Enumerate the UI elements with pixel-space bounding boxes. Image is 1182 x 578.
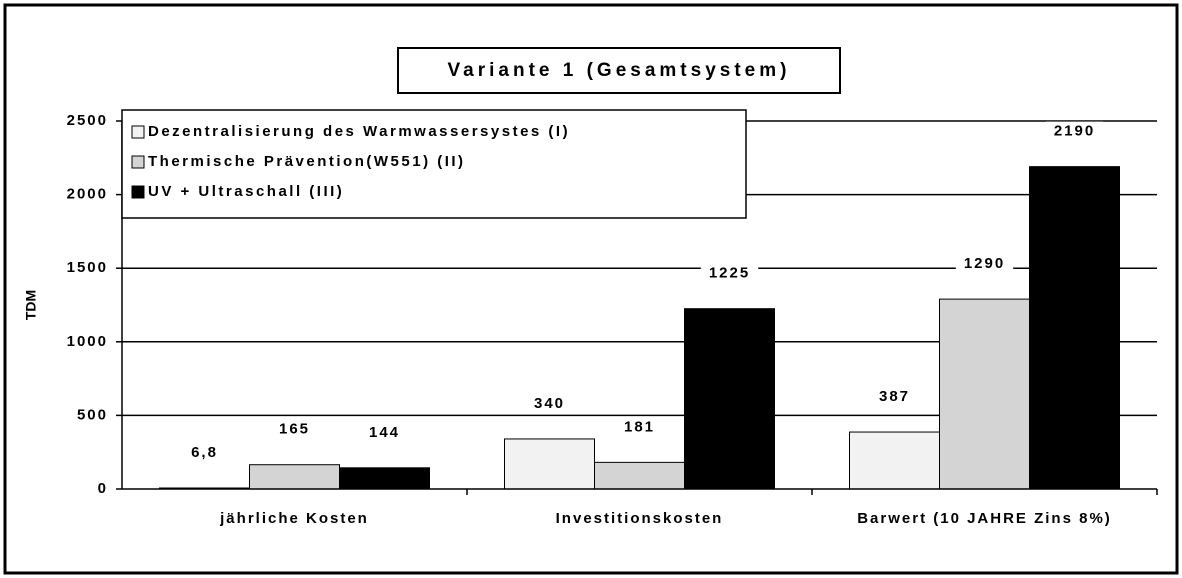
y-tick-label: 2000 — [67, 186, 108, 203]
legend-swatch — [131, 185, 145, 199]
y-tick-label: 500 — [77, 406, 108, 423]
value-label-bg — [700, 263, 759, 284]
bar — [684, 308, 775, 490]
value-label: 6,8 — [191, 444, 218, 461]
bar — [249, 464, 340, 490]
legend-swatch — [131, 155, 145, 169]
x-tick-label: Investitionskosten — [555, 510, 724, 527]
frame — [3, 3, 1179, 575]
y-tick-label: 1500 — [67, 259, 108, 276]
y-tick-label: 0 — [98, 480, 108, 497]
value-label: 165 — [279, 421, 310, 438]
value-label: 340 — [534, 395, 565, 412]
legend-label: UV + Ultraschall (III) — [148, 183, 344, 200]
y-tick-label: 1000 — [67, 333, 108, 350]
labels: 6,8 165 144 340 181 1225 387 1290 2190 — [183, 121, 1104, 463]
value-label: 1290 — [964, 255, 1005, 272]
x-tick-label: Barwert (10 JAHRE Zins 8%) — [857, 510, 1112, 527]
bar — [1029, 166, 1120, 490]
bar — [849, 431, 940, 490]
legend-label: Thermische Prävention(W551) (II) — [148, 153, 466, 170]
value-label-bg — [955, 254, 1014, 275]
value-label: 181 — [624, 418, 655, 435]
value-label-bg — [870, 387, 919, 408]
title-box — [397, 47, 841, 94]
value-label-bg — [615, 417, 664, 438]
value-label-bg — [360, 422, 409, 443]
legend-box — [121, 109, 747, 219]
bar — [504, 438, 595, 490]
y-axis-label: TDM — [23, 290, 39, 320]
bar — [939, 298, 1030, 490]
value-label-bg — [270, 419, 319, 440]
value-label-bg — [1045, 121, 1104, 142]
value-label-bg — [525, 393, 574, 414]
value-label: 387 — [879, 388, 910, 405]
chart-title: Variante 1 (Gesamtsystem) — [448, 60, 791, 81]
y-tick-label: 2500 — [67, 112, 108, 129]
legend: Dezentralisierung des Warmwassersystes (… — [121, 109, 747, 219]
value-label: 144 — [369, 424, 400, 441]
legend-label: Dezentralisierung des Warmwassersystes (… — [148, 123, 570, 140]
value-label: 2190 — [1054, 123, 1095, 140]
value-label: 1225 — [709, 265, 750, 282]
x-tick-label: jährliche Kosten — [220, 510, 369, 527]
value-label-bg — [183, 442, 226, 463]
legend-swatch — [131, 125, 145, 139]
bar — [339, 467, 430, 490]
bars — [159, 166, 1120, 490]
bar — [594, 461, 685, 490]
